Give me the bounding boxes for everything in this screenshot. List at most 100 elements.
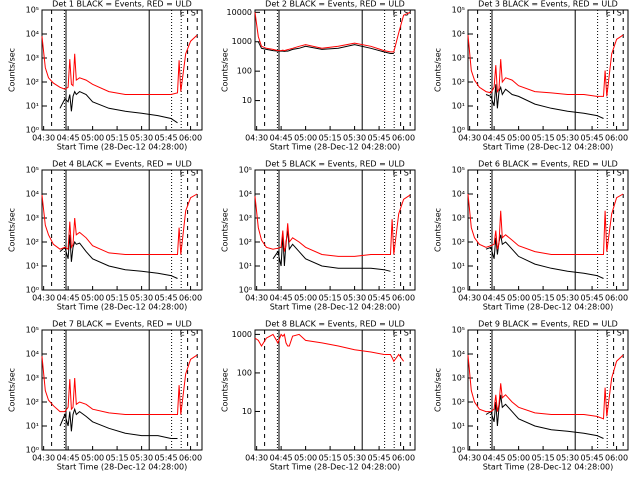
y-tick-label: 10⁰ — [26, 126, 39, 135]
panel-title: Det 3 BLACK = Events, RED = ULD — [478, 0, 618, 9]
x-tick-label: 06:00 — [179, 454, 202, 463]
y-tick-label: 100 — [237, 67, 252, 76]
annotation: E — [393, 169, 398, 178]
x-tick-label: 04:30 — [32, 134, 55, 143]
x-tick-label: 04:45 — [57, 134, 80, 143]
x-tick-label: 05:30 — [343, 134, 366, 143]
y-axis-label: Counts/sec — [434, 48, 443, 92]
x-tick-label: 05:45 — [155, 134, 178, 143]
annotation: E — [180, 9, 185, 18]
plot-frame — [41, 169, 203, 291]
x-tick-label: 05:30 — [130, 454, 153, 463]
y-tick-label: 10¹ — [26, 262, 39, 271]
series-line — [41, 193, 198, 255]
x-tick-label: 05:30 — [556, 454, 579, 463]
y-tick-label: 10³ — [452, 374, 465, 383]
x-tick-label: 05:00 — [81, 294, 104, 303]
panel: E S 04:30 04:45 05:00 05:15 05:30 05:45 06:00 10⁰… — [8, 160, 203, 312]
panel-title: Det 7 BLACK = Events, RED = ULD — [52, 320, 192, 329]
y-tick-label: 100 — [237, 368, 252, 377]
x-tick-label: 04:45 — [483, 294, 506, 303]
annotation: E — [606, 9, 611, 18]
y-tick-label: 10 — [242, 96, 252, 105]
panel-title: Det 2 BLACK = Events, RED = ULD — [265, 0, 405, 9]
x-tick-label: 06:00 — [605, 454, 628, 463]
series-line — [467, 34, 624, 97]
annotation: S — [617, 169, 622, 178]
x-tick-label: 05:15 — [319, 294, 342, 303]
x-axis-label: Start Time (28-Dec-12 04:28:00) — [57, 463, 188, 472]
annotation: E — [180, 329, 185, 338]
x-tick-label: 05:45 — [368, 294, 391, 303]
y-tick-label: 10⁵ — [452, 6, 465, 15]
x-tick-label: 06:00 — [605, 134, 628, 143]
x-tick-label: 05:15 — [106, 454, 129, 463]
x-tick-label: 06:00 — [392, 134, 415, 143]
plot-frame — [254, 329, 416, 451]
x-tick-label: 05:00 — [81, 134, 104, 143]
annotation: S — [404, 9, 409, 18]
panel-title: Det 9 BLACK = Events, RED = ULD — [478, 320, 618, 329]
panel: E S 04:30 04:45 05:00 05:15 05:30 05:45 06:00 10⁰… — [8, 0, 203, 152]
plot-frame — [254, 169, 416, 291]
y-tick-label: 10⁴ — [26, 30, 39, 39]
x-axis-label: Start Time (28-Dec-12 04:28:00) — [57, 143, 188, 152]
y-tick-label: 10⁴ — [26, 350, 39, 359]
x-tick-label: 05:00 — [507, 134, 530, 143]
series-line — [485, 234, 604, 279]
x-tick-label: 05:15 — [106, 134, 129, 143]
y-axis-label: Counts/sec — [8, 208, 17, 252]
y-axis-label: Counts/sec — [221, 48, 230, 92]
y-tick-label: 10⁵ — [26, 6, 39, 15]
x-tick-label: 04:30 — [245, 134, 268, 143]
y-tick-label: 10¹ — [452, 102, 465, 111]
y-tick-label: 10⁰ — [26, 446, 39, 455]
x-tick-label: 05:45 — [368, 134, 391, 143]
x-axis-label: Start Time (28-Dec-12 04:28:00) — [270, 463, 401, 472]
x-tick-label: 04:45 — [483, 454, 506, 463]
y-tick-label: 10³ — [452, 54, 465, 63]
y-tick-label: 10³ — [26, 374, 39, 383]
annotation: S — [191, 169, 196, 178]
annotation: S — [404, 329, 409, 338]
y-tick-label: 10⁰ — [452, 446, 465, 455]
y-tick-label: 10² — [26, 78, 39, 87]
series-line — [467, 193, 624, 255]
y-tick-label: 10000 — [227, 8, 252, 17]
y-tick-label: 10⁰ — [239, 286, 252, 295]
panel: E S 04:30 04:45 05:00 05:15 05:30 05:45 06:00 10⁰… — [221, 160, 416, 312]
panel: E S 04:30 04:45 05:00 05:15 05:30 05:45 06:00 10⁰… — [434, 160, 629, 312]
y-tick-label: 10⁵ — [26, 326, 39, 335]
x-tick-label: 04:45 — [270, 294, 293, 303]
series-line — [59, 407, 178, 439]
x-tick-label: 04:30 — [458, 134, 481, 143]
x-tick-label: 06:00 — [605, 294, 628, 303]
x-axis-label: Start Time (28-Dec-12 04:28:00) — [483, 463, 614, 472]
series-line — [272, 230, 391, 272]
y-tick-label: 10³ — [452, 214, 465, 223]
y-tick-label: 10⁴ — [26, 190, 39, 199]
x-tick-label: 05:30 — [130, 294, 153, 303]
y-tick-label: 10¹ — [452, 422, 465, 431]
x-tick-label: 04:45 — [270, 134, 293, 143]
panel: E S 04:30 04:45 05:00 05:15 05:30 05:45 06:00 10⁰… — [8, 320, 203, 472]
plot-frame — [41, 329, 203, 451]
x-tick-label: 06:00 — [392, 454, 415, 463]
y-tick-label: 10⁴ — [452, 30, 465, 39]
series-line — [485, 394, 604, 439]
x-tick-label: 06:00 — [179, 134, 202, 143]
y-tick-label: 10 — [242, 407, 252, 416]
y-tick-label: 10² — [26, 238, 39, 247]
x-tick-label: 04:45 — [270, 454, 293, 463]
panel-title: Det 5 BLACK = Events, RED = ULD — [265, 160, 405, 169]
y-tick-label: 1000 — [232, 330, 252, 339]
x-tick-label: 05:45 — [155, 294, 178, 303]
y-tick-label: 10⁰ — [26, 286, 39, 295]
y-axis-label: Counts/sec — [221, 368, 230, 412]
y-tick-label: 10³ — [239, 214, 252, 223]
y-tick-label: 10³ — [26, 54, 39, 63]
series-line — [59, 90, 178, 124]
y-tick-label: 10⁰ — [452, 126, 465, 135]
x-tick-label: 05:45 — [581, 454, 604, 463]
